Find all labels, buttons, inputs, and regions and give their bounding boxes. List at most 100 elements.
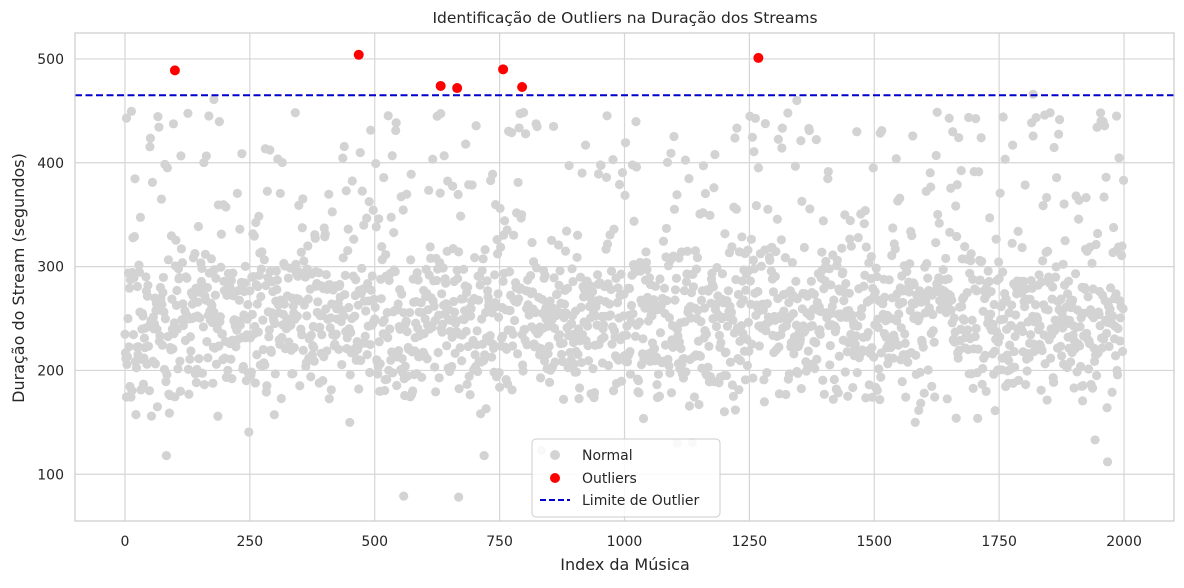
normal-point [1005,340,1015,350]
normal-point [216,229,226,239]
normal-point [923,273,933,283]
normal-point [345,417,355,428]
normal-point [761,326,771,336]
normal-point [999,314,1009,324]
normal-point [789,349,799,359]
normal-point [951,413,961,423]
normal-point [494,368,504,378]
normal-point [898,297,908,307]
normal-point [926,182,936,192]
normal-point [1054,129,1064,139]
normal-point [688,282,699,292]
normal-point [141,272,151,282]
normal-point [819,284,829,294]
normal-point [431,387,441,397]
normal-point [723,286,734,296]
normal-point [633,376,644,386]
normal-point [381,249,391,260]
normal-point [436,108,446,119]
normal-point [461,139,471,149]
normal-point [298,194,308,204]
normal-point [340,270,350,281]
normal-point [905,305,915,316]
normal-point [277,157,287,168]
normal-point [704,341,714,351]
normal-point [209,94,219,105]
normal-point [642,264,652,275]
normal-point [1048,282,1058,292]
normal-point [810,363,820,374]
normal-point [620,138,631,148]
normal-point [464,371,474,381]
normal-point [1116,250,1127,261]
normal-point [681,367,691,377]
normal-point [894,309,904,319]
normal-point [978,306,988,316]
normal-point [1004,355,1014,366]
normal-point [853,321,863,331]
normal-point [391,118,401,128]
normal-point [708,282,719,292]
normal-point [1051,262,1061,272]
normal-point [340,289,350,300]
normal-point [309,356,319,366]
normal-point [971,323,981,334]
normal-point [583,356,594,366]
normal-point [272,284,282,295]
normal-point [1065,357,1076,367]
normal-point [587,287,598,297]
normal-point [1102,403,1112,413]
normal-point [1097,343,1107,353]
normal-point [520,129,531,139]
outlier-point [169,65,180,76]
normal-point [831,323,841,333]
normal-point [544,377,555,388]
normal-point [621,330,632,340]
normal-point [388,368,398,378]
normal-point [607,339,617,349]
normal-point [243,299,253,310]
normal-point [554,280,564,290]
normal-point [905,259,915,269]
normal-point [970,331,980,342]
normal-point [235,224,245,234]
normal-point [555,266,565,276]
normal-point [361,306,371,316]
normal-point [874,364,884,374]
normal-point [844,288,854,298]
normal-point [1042,192,1052,203]
normal-point [531,263,542,273]
normal-point [948,127,958,137]
normal-point [527,237,537,248]
normal-point [932,107,942,117]
normal-point [143,280,153,291]
normal-point [984,276,994,287]
normal-point [811,338,821,348]
normal-point [806,276,816,286]
normal-point [371,158,381,169]
normal-point [1034,270,1044,280]
normal-point [625,369,636,379]
normal-point [201,151,211,161]
normal-point [339,141,349,152]
normal-point [153,112,163,122]
normal-point [349,234,359,244]
normal-point [750,113,760,123]
normal-point [568,276,578,287]
y-tick-label: 100 [37,467,64,483]
normal-point [856,311,866,321]
normal-point [502,225,512,235]
normal-point [303,241,313,251]
normal-point [751,200,761,211]
normal-point [548,121,559,132]
normal-point [1113,323,1123,334]
normal-point [387,151,397,161]
legend-outlier-label: Outliers [582,471,637,487]
normal-point [225,283,235,293]
normal-point [829,374,839,385]
normal-point [876,372,886,382]
normal-point [302,311,312,321]
normal-point [1031,113,1041,123]
normal-point [512,349,523,359]
normal-point [1073,214,1084,224]
